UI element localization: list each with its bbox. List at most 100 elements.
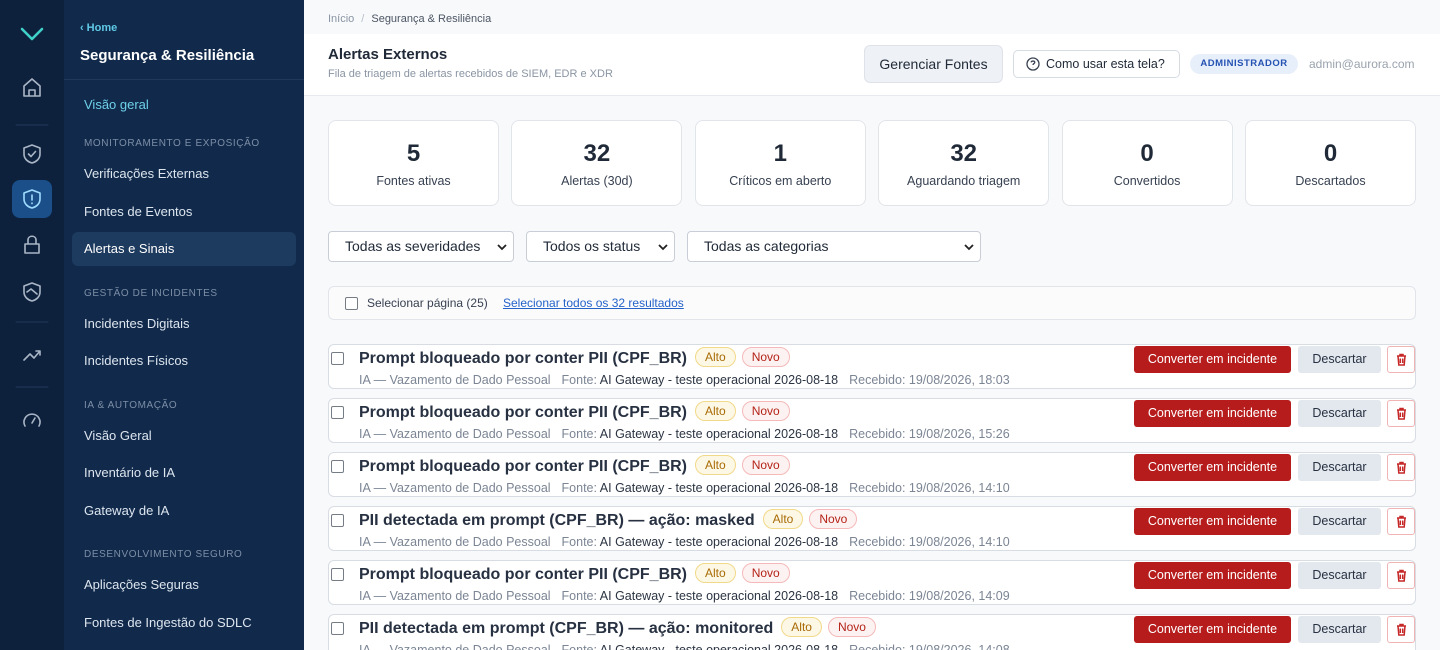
severity-badge: Alto	[695, 455, 736, 475]
page-title: Alertas Externos	[328, 46, 448, 63]
convert-button[interactable]: Converter em incidente	[1134, 346, 1291, 373]
convert-button[interactable]: Converter em incidente	[1134, 508, 1291, 535]
page-subtitle: Fila de triagem de alertas recebidos de …	[328, 68, 613, 80]
delete-button[interactable]	[1387, 454, 1415, 481]
chevron-down	[658, 244, 668, 251]
stat-value: 32	[950, 140, 978, 167]
lock-icon[interactable]	[24, 235, 40, 254]
discard-button[interactable]: Descartar	[1298, 346, 1381, 373]
status-badge: Novo	[741, 401, 790, 421]
select-page-checkbox[interactable]	[345, 297, 358, 310]
nav-item[interactable]: Incidentes Físicos	[84, 353, 189, 368]
source-label: Fonte:	[561, 427, 597, 441]
discard-button[interactable]: Descartar	[1298, 616, 1381, 643]
alert-source: AI Gateway - teste operacional 2026-08-1…	[599, 535, 839, 549]
handshake-icon[interactable]	[23, 282, 41, 302]
main: Início / Segurança & Resiliência Alertas E…	[304, 0, 1440, 650]
alert-meta: IA — Vazamento de Dado Pessoal Fonte: AI …	[359, 643, 1010, 650]
icon-rail	[0, 0, 64, 650]
filter-label: Todos os status	[543, 238, 641, 254]
nav-item[interactable]: Inventário de IA	[84, 465, 176, 480]
stat-card: 5 Fontes ativas	[328, 120, 499, 206]
nav-item[interactable]: Visão Geral	[84, 427, 152, 443]
delete-button[interactable]	[1387, 616, 1415, 643]
alert-title-text[interactable]: PII detectada em prompt (CPF_BR) — ação:…	[359, 512, 755, 529]
status-badge: Novo	[741, 455, 790, 475]
alert-source: AI Gateway - teste operacional 2026-08-1…	[599, 427, 839, 441]
row-checkbox[interactable]	[331, 352, 344, 365]
alert-title-text[interactable]: Prompt bloqueado por conter PII (CPF_BR)	[359, 404, 688, 421]
nav-item[interactable]: Gateway de IA	[84, 502, 170, 518]
stat-label: Aguardando triagem	[907, 174, 1021, 188]
filter-select[interactable]: Todas as categorias	[687, 231, 981, 262]
manage-button[interactable]: Gerenciar Fontes	[864, 45, 1003, 83]
alert-title-text[interactable]: Prompt bloqueado por conter PII (CPF_BR)	[359, 350, 688, 367]
row-checkbox[interactable]	[331, 568, 344, 581]
alert-title-text[interactable]: PII detectada em prompt (CPF_BR) — ação:…	[359, 620, 774, 637]
nav-item[interactable]: Verificações Externas	[84, 166, 210, 181]
alert-meta: IA — Vazamento de Dado Pessoal Fonte: AI …	[359, 373, 1010, 387]
delete-button[interactable]	[1387, 346, 1415, 373]
discard-button[interactable]: Descartar	[1298, 400, 1381, 427]
alert-meta: IA — Vazamento de Dado Pessoal Fonte: AI …	[359, 481, 1010, 495]
alert-row: Prompt bloqueado por conter PII (CPF_BR)…	[328, 452, 1416, 497]
severity-badge: Alto	[762, 509, 804, 529]
delete-button[interactable]	[1387, 400, 1415, 427]
help-button[interactable]: Como usar esta tela?	[1013, 50, 1180, 78]
nav-item[interactable]: Alertas e Sinais	[72, 232, 296, 266]
delete-button[interactable]	[1387, 508, 1415, 535]
filter-select[interactable]: Todos os status	[526, 231, 675, 262]
alert-source: AI Gateway - teste operacional 2026-08-1…	[599, 373, 839, 387]
trash-icon	[1397, 515, 1406, 528]
convert-button[interactable]: Converter em incidente	[1134, 400, 1291, 427]
nav-item[interactable]: Visão geral	[84, 97, 149, 112]
shield-check-icon[interactable]	[23, 144, 41, 164]
delete-button[interactable]	[1387, 562, 1415, 589]
stat-label: Críticos em aberto	[729, 174, 832, 188]
stat-card: 32 Aguardando triagem	[878, 120, 1050, 206]
trash-icon	[1397, 569, 1406, 582]
section-heading: GESTÃO DE INCIDENTES	[84, 287, 218, 299]
convert-button[interactable]: Converter em incidente	[1134, 562, 1291, 589]
stat-card: 32 Alertas (30d)	[511, 120, 683, 206]
breadcrumb-item[interactable]: Início	[328, 13, 355, 25]
status-badge: Novo	[741, 563, 790, 583]
nav-item[interactable]: Fontes de Eventos	[84, 203, 193, 219]
trend-icon[interactable]	[23, 350, 41, 361]
discard-button[interactable]: Descartar	[1298, 562, 1381, 589]
gauge-icon[interactable]	[23, 413, 41, 427]
home-icon[interactable]	[23, 78, 41, 97]
discard-button[interactable]: Descartar	[1298, 508, 1381, 535]
nav-item[interactable]: Incidentes Digitais	[84, 315, 190, 331]
row-checkbox[interactable]	[331, 460, 344, 473]
alert-title-text[interactable]: Prompt bloqueado por conter PII (CPF_BR)	[359, 566, 688, 583]
back-link[interactable]: Home	[80, 22, 118, 34]
convert-button[interactable]: Converter em incidente	[1134, 616, 1291, 643]
stat-value: 0	[1323, 140, 1338, 167]
trash-icon	[1397, 407, 1406, 420]
stat-label: Alertas (30d)	[561, 174, 633, 188]
alert-title: Prompt bloqueado por conter PII (CPF_BR)…	[359, 563, 790, 584]
source-label: Fonte:	[561, 643, 597, 650]
filter-label: Todas as severidades	[345, 238, 481, 254]
select-all-link[interactable]: Selecionar todos os 32 resultados	[503, 296, 684, 310]
stat-value: 32	[583, 140, 611, 167]
breadcrumb-item: Segurança & Resiliência	[371, 13, 492, 25]
row-checkbox[interactable]	[331, 406, 344, 419]
convert-button[interactable]: Converter em incidente	[1134, 454, 1291, 481]
alert-received: Recebido: 19/08/2026, 14:08	[849, 643, 1010, 650]
filter-select[interactable]: Todas as severidades	[328, 231, 514, 262]
row-checkbox[interactable]	[331, 622, 344, 635]
nav-item[interactable]: Fontes de Ingestão do SDLC	[84, 614, 252, 630]
alert-row: Prompt bloqueado por conter PII (CPF_BR)…	[328, 344, 1416, 389]
severity-badge: Alto	[695, 347, 736, 367]
status-badge: Novo	[741, 347, 790, 367]
breadcrumb-separator: /	[361, 13, 365, 25]
status-badge: Novo	[809, 509, 858, 529]
row-checkbox[interactable]	[331, 514, 344, 527]
stat-card: 0 Convertidos	[1061, 120, 1233, 206]
alert-title-text[interactable]: Prompt bloqueado por conter PII (CPF_BR)	[359, 458, 688, 475]
discard-button[interactable]: Descartar	[1298, 454, 1381, 481]
nav-item[interactable]: Aplicações Seguras	[84, 577, 199, 592]
source-label: Fonte:	[561, 373, 597, 387]
